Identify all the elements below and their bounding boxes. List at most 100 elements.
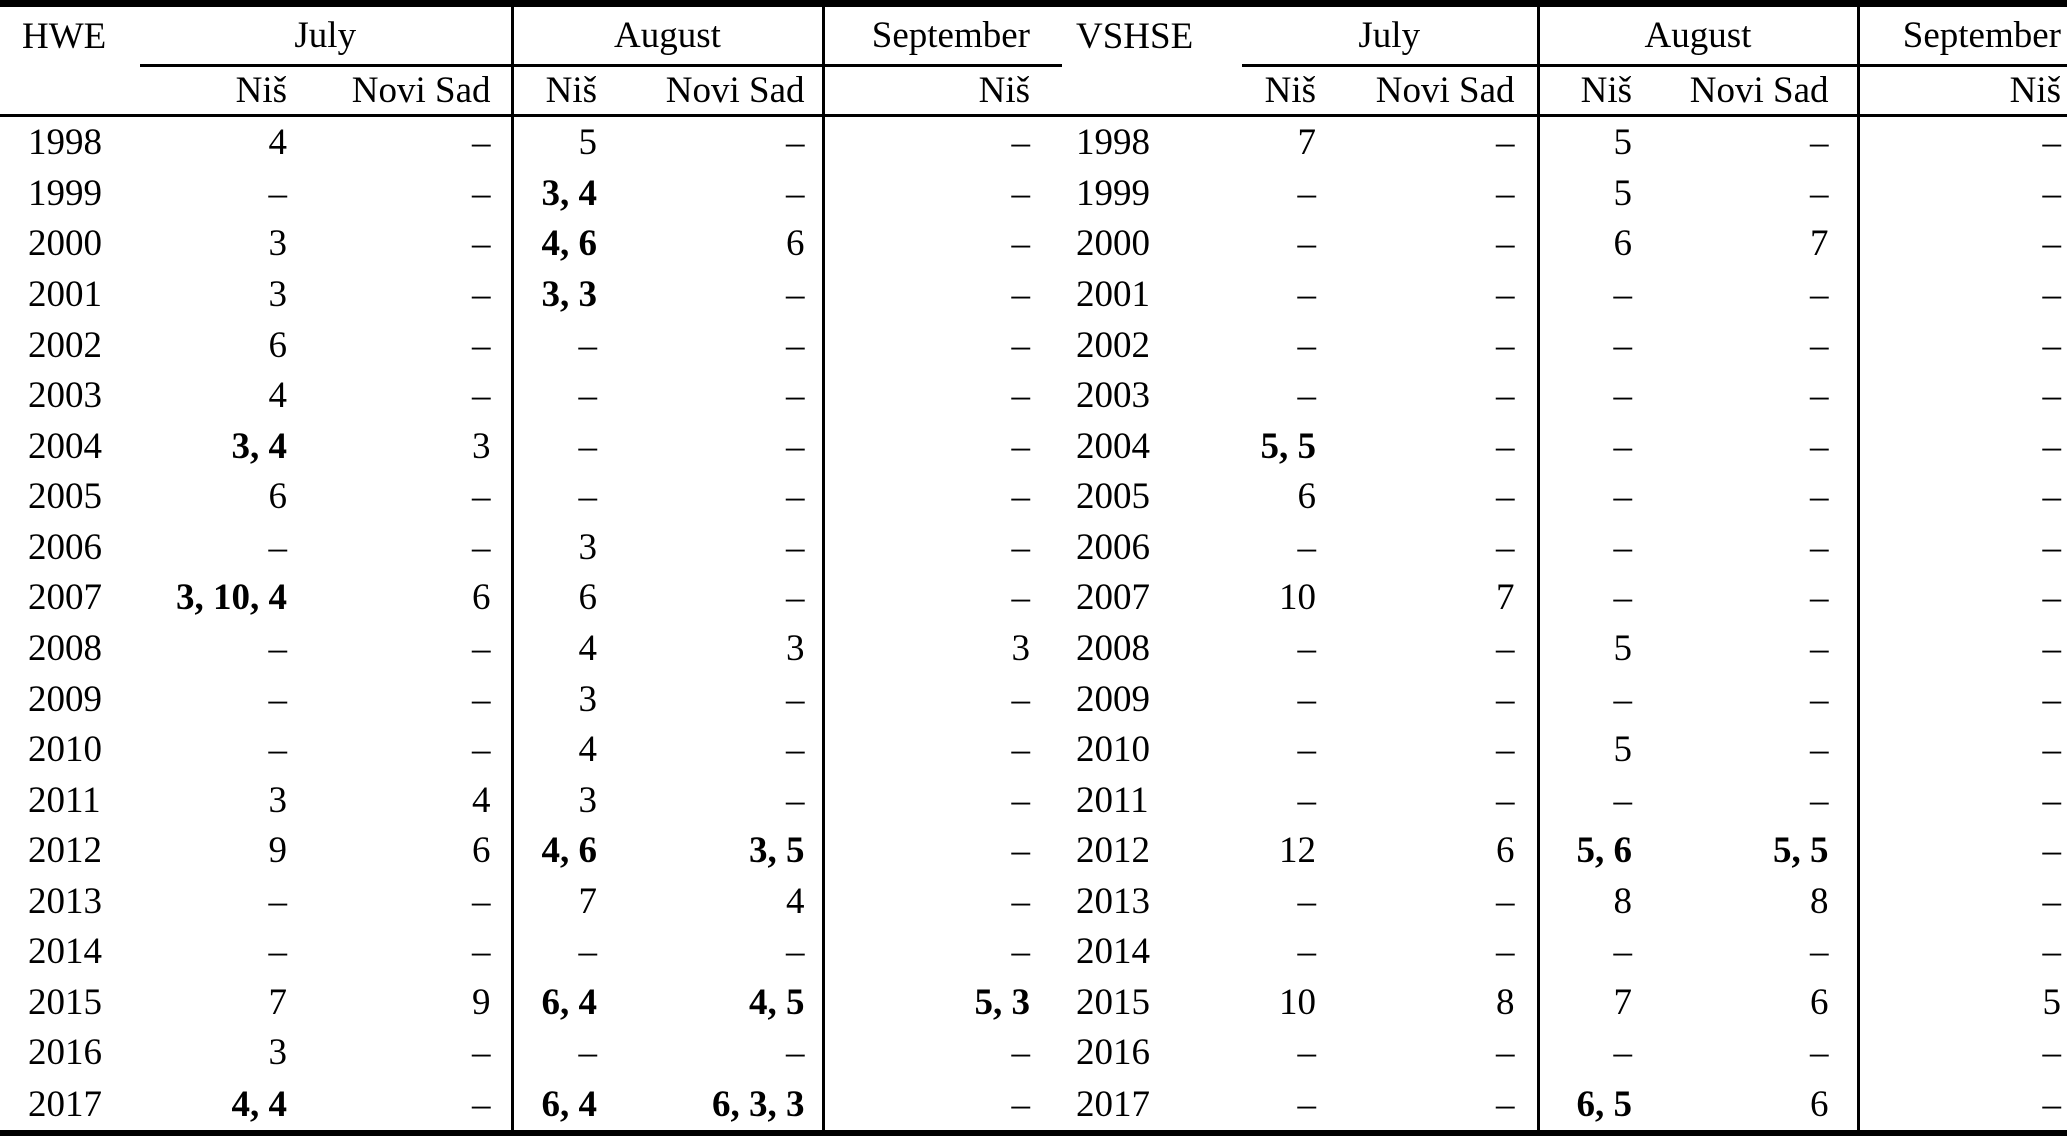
year-cell-left: 2012 bbox=[28, 830, 102, 872]
cell-vshse-july-novisad: – bbox=[1496, 122, 1515, 164]
cell-hwe-sep-nis: – bbox=[821, 168, 1062, 219]
cell-hwe-sep-nis: – bbox=[821, 420, 1062, 472]
cell-hwe-july-novisad: 4 bbox=[472, 779, 491, 821]
cell-vshse-july-nis: – bbox=[1297, 931, 1317, 973]
year-cell-right: 2003 bbox=[1076, 375, 1150, 417]
table-row: 1999– –3, 4– –1999– –5– – bbox=[0, 168, 2067, 219]
year-cell-right: 1998 bbox=[1076, 122, 1150, 164]
cell-vshse-sep-nis: – bbox=[1856, 623, 2067, 674]
cell-vshse-aug-novisad: – bbox=[1810, 1032, 1829, 1074]
cell-hwe-aug-nis: 3 bbox=[510, 774, 618, 826]
table-row: 2002 6– – – –2002– – – – – bbox=[0, 319, 2067, 371]
cell-hwe-sep-nis: – bbox=[821, 370, 1062, 421]
cell-vshse-july-novisad: – bbox=[1496, 476, 1515, 518]
table-body: 1998 4–5– –1998 7–5– –1999– –3, 4– –1999– –5– –2… bbox=[0, 115, 2067, 1133]
cell-vshse-aug-nis: 6, 5 bbox=[1536, 1078, 1650, 1133]
cell-hwe-aug-nis: 3, 3 bbox=[510, 269, 618, 320]
year-cell-left: 2008 bbox=[28, 627, 102, 669]
month-header-september-right: September bbox=[1856, 3, 2067, 67]
year-cell-right: 2008 bbox=[1076, 627, 1150, 669]
year-cell-right: 2002 bbox=[1076, 324, 1150, 366]
cell-hwe-july-novisad: – bbox=[472, 476, 491, 518]
year-cell-right: 2005 bbox=[1076, 476, 1150, 518]
cell-hwe-july-novisad: – bbox=[472, 172, 491, 214]
cell-vshse-aug-novisad: – bbox=[1810, 172, 1829, 214]
cell-hwe-july-novisad: – bbox=[472, 1032, 491, 1074]
cell-hwe-sep-nis: – bbox=[821, 1078, 1062, 1133]
cell-vshse-sep-nis: – bbox=[1856, 825, 2067, 876]
cell-vshse-aug-nis: 5 bbox=[1536, 623, 1650, 674]
table-row: 2015 7 9 6, 4 4, 5 5, 3 2015 10 8 7 6 5 bbox=[0, 977, 2067, 1028]
cell-vshse-july-nis: 10 bbox=[1279, 577, 1316, 619]
cell-hwe-aug-nis: 4 bbox=[510, 623, 618, 674]
cell-vshse-aug-nis: – bbox=[1536, 269, 1650, 320]
cell-hwe-aug-nis: 6 bbox=[510, 572, 618, 624]
year-cell-right: 2007 bbox=[1076, 577, 1150, 619]
cell-hwe-aug-novisad: – bbox=[786, 526, 805, 568]
cell-vshse-sep-nis: – bbox=[1856, 724, 2067, 775]
cell-hwe-july-nis: 3 bbox=[268, 274, 288, 316]
subheader-nis-july-left: Niš bbox=[140, 65, 300, 117]
cell-hwe-aug-nis: – bbox=[510, 926, 618, 978]
cell-vshse-aug-nis: – bbox=[1536, 1027, 1650, 1079]
cell-hwe-aug-novisad: 4, 5 bbox=[749, 981, 805, 1023]
cell-vshse-sep-nis: – bbox=[1856, 168, 2067, 219]
table-row: 2007 3, 10, 4 6 6– –2007 10 7– – – bbox=[0, 572, 2067, 624]
cell-hwe-july-nis: 4 bbox=[268, 122, 288, 164]
cell-vshse-aug-novisad: – bbox=[1810, 476, 1829, 518]
cell-vshse-sep-nis: – bbox=[1856, 471, 2067, 523]
cell-vshse-july-novisad: – bbox=[1496, 1032, 1515, 1074]
table-row: 2014– – – – –2014– – – – – bbox=[0, 926, 2067, 978]
cell-hwe-july-novisad: – bbox=[472, 122, 491, 164]
cell-vshse-july-nis: – bbox=[1297, 1032, 1317, 1074]
cell-hwe-july-nis: – bbox=[268, 172, 288, 214]
year-cell-left: 2016 bbox=[28, 1032, 102, 1074]
cell-hwe-july-novisad: – bbox=[472, 1083, 491, 1125]
cell-vshse-sep-nis: – bbox=[1856, 115, 2067, 169]
cell-vshse-aug-novisad: – bbox=[1810, 577, 1829, 619]
cell-hwe-aug-novisad: – bbox=[786, 274, 805, 316]
year-cell-left: 1999 bbox=[28, 172, 102, 214]
cell-vshse-sep-nis: – bbox=[1856, 774, 2067, 826]
cell-vshse-sep-nis: – bbox=[1856, 269, 2067, 320]
cell-vshse-july-novisad: – bbox=[1496, 729, 1515, 771]
cell-hwe-july-novisad: – bbox=[472, 223, 491, 265]
cell-vshse-july-novisad: – bbox=[1496, 172, 1515, 214]
cell-vshse-july-nis: – bbox=[1297, 627, 1317, 669]
month-header-august-left: August bbox=[510, 3, 823, 67]
cell-vshse-july-nis: – bbox=[1297, 678, 1317, 720]
cell-vshse-sep-nis: – bbox=[1856, 926, 2067, 978]
cell-vshse-aug-novisad: – bbox=[1810, 526, 1829, 568]
cell-hwe-july-nis: 9 bbox=[268, 830, 288, 872]
subheader-novisad-august-left: Novi Sad bbox=[618, 65, 823, 117]
year-cell-right: 2011 bbox=[1076, 779, 1149, 821]
year-cell-right: 2015 bbox=[1076, 981, 1150, 1023]
cell-hwe-aug-novisad: – bbox=[786, 122, 805, 164]
cell-hwe-sep-nis: 5, 3 bbox=[821, 977, 1062, 1028]
month-header-august-right: August bbox=[1536, 3, 1858, 67]
cell-hwe-aug-nis: 6, 4 bbox=[510, 977, 618, 1028]
cell-vshse-july-nis: – bbox=[1297, 324, 1317, 366]
year-cell-left: 1998 bbox=[28, 122, 102, 164]
cell-vshse-july-nis: – bbox=[1297, 526, 1317, 568]
cell-vshse-july-nis: 12 bbox=[1279, 830, 1316, 872]
cell-hwe-aug-nis: 3, 4 bbox=[510, 168, 618, 219]
cell-vshse-aug-nis: – bbox=[1536, 370, 1650, 421]
cell-vshse-aug-novisad: 8 bbox=[1810, 880, 1829, 922]
table-row: 2003 4– – – –2003– – – – – bbox=[0, 370, 2067, 421]
cell-hwe-aug-novisad: – bbox=[786, 678, 805, 720]
cell-hwe-aug-novisad: – bbox=[786, 1032, 805, 1074]
cell-hwe-july-novisad: – bbox=[472, 526, 491, 568]
year-cell-right: 2000 bbox=[1076, 223, 1150, 265]
cell-vshse-july-novisad: 8 bbox=[1496, 981, 1515, 1023]
table-row: 2010– –4– –2010– –5– – bbox=[0, 724, 2067, 775]
cell-vshse-aug-novisad: – bbox=[1810, 729, 1829, 771]
table-row: 2017 4, 4–6, 4 6, 3, 3–2017– –6, 5 6– bbox=[0, 1078, 2067, 1133]
cell-vshse-july-nis: – bbox=[1297, 274, 1317, 316]
cell-vshse-july-novisad: – bbox=[1496, 223, 1515, 265]
cell-vshse-july-nis: – bbox=[1297, 779, 1317, 821]
year-cell-right: 2017 bbox=[1076, 1083, 1150, 1125]
cell-vshse-aug-novisad: – bbox=[1810, 324, 1829, 366]
cell-vshse-july-novisad: – bbox=[1496, 880, 1515, 922]
